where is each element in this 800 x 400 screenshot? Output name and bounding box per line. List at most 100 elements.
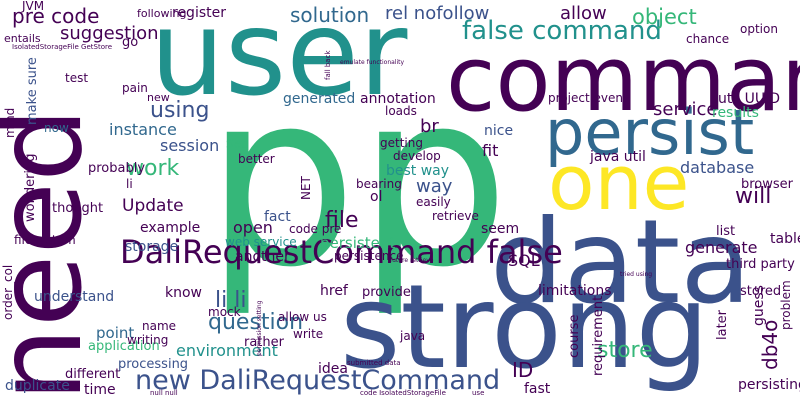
word-one: one [548, 138, 690, 227]
word-user: user [150, 0, 408, 122]
word-instance: instance [109, 120, 177, 139]
word-rather: rather [244, 335, 284, 350]
word-href: href [320, 283, 348, 299]
word-chance: option [740, 22, 778, 36]
word-database: database [680, 158, 755, 177]
word-processing: processing [118, 357, 189, 372]
word-allow-us: allow us [278, 310, 327, 324]
word-retrieve: easily [416, 195, 451, 209]
word-submitted-data: tried using [620, 271, 653, 278]
word-know: know [165, 285, 202, 301]
word-way: way [416, 176, 453, 197]
word-example: example [140, 220, 201, 236]
word-application: application [88, 339, 160, 354]
word-code-isolatedstoragefile: permission setting [256, 300, 263, 356]
word-future-retrieve: null null [150, 389, 178, 397]
word-another: another [235, 249, 290, 265]
word-util-uuid: util UUID [718, 91, 780, 107]
word-sql: table [770, 231, 800, 247]
word-wondering: thought [52, 201, 104, 216]
word-table: third party [726, 257, 795, 272]
word-idea: idea [318, 361, 348, 377]
word-suggestion: suggestion [60, 23, 159, 44]
word-ol: stored [740, 284, 782, 299]
word-fall-back: emulate functionality [340, 59, 405, 66]
word-db4o: SQL [508, 251, 540, 270]
word-question: question [208, 310, 304, 335]
word-seem: fact [264, 209, 291, 225]
word-generate: generate [685, 238, 758, 257]
word-fit: fit [482, 141, 499, 160]
word-make-sure: mind [3, 107, 17, 138]
word-point: point [96, 324, 135, 342]
word-loads: getting [380, 136, 423, 150]
word-easily: better [238, 152, 275, 166]
word-tried-using: fall back [324, 50, 332, 80]
word-nice: nice [484, 123, 514, 139]
word-allow: allow [560, 3, 607, 24]
word-persistence: NET [299, 176, 313, 200]
word-different: different [65, 367, 121, 382]
word-jvm: following [137, 7, 187, 20]
word-entails: JVM [22, 0, 45, 13]
word-now: make sure [25, 57, 40, 125]
word-storage: storage [125, 239, 179, 255]
word-use: go [122, 35, 139, 50]
word-emulate-functionality: IsolatedStorageFile GetStore [12, 43, 113, 51]
word-annotation: annotation [360, 91, 436, 107]
word-session: session [160, 136, 220, 155]
word-li: probably [88, 161, 146, 176]
word-store: store [597, 338, 653, 363]
word-web-service: web service [225, 235, 297, 249]
word-mind: test [65, 71, 89, 85]
word-fact: code pre [289, 222, 342, 236]
word-better: Set [226, 137, 246, 151]
word-using: using [150, 98, 210, 123]
word-set: filesystem [14, 233, 76, 247]
word-option: loads [385, 104, 417, 118]
word-understand: understand [34, 289, 115, 305]
word-java-util: java util [590, 149, 646, 165]
word-need: need [0, 107, 108, 400]
word-go: ol [370, 189, 383, 205]
word-environment: environment [176, 341, 278, 360]
word-null-null: submitted data [347, 359, 401, 367]
word-solution: solution [290, 3, 370, 27]
word-data: data [490, 195, 752, 330]
word-strong: strong [340, 260, 710, 395]
word-id: ID [512, 358, 534, 382]
word-service: service [653, 99, 718, 120]
word-permission-setting: future retrieve [390, 257, 434, 264]
word-persist: persist [545, 96, 755, 169]
word-name: mock [208, 305, 241, 319]
word-time: time [84, 382, 116, 398]
word-java: name [142, 319, 177, 333]
word-persisting: course [567, 314, 582, 358]
word-stored: writing [127, 333, 169, 347]
word-limitations: fast [524, 381, 551, 397]
word-file: file [325, 208, 359, 233]
word-li-li: li li [215, 288, 247, 313]
word-update: Update [122, 196, 184, 216]
word-false-command: false command [462, 16, 662, 46]
word-following: register [172, 5, 226, 21]
word-work: work [126, 156, 180, 181]
word-guess: db4o [758, 319, 782, 370]
word-dalirequestcommand-false: DaliRequestCommand false [120, 233, 563, 271]
word-later: limitations [538, 283, 612, 299]
word-mock: new [147, 91, 170, 104]
word-open: open [233, 218, 273, 237]
word-develop: bearing [356, 177, 402, 191]
word-will: will [735, 184, 772, 209]
word-write: write [293, 327, 324, 341]
word-list: seem [481, 221, 520, 237]
word-pp: pp [205, 40, 510, 320]
word-getting: develop [393, 149, 441, 163]
word-filesystem: order_col [1, 264, 15, 320]
word-pre-code: pre code [12, 4, 100, 28]
word-mock-service: code IsolatedStorageFile [360, 389, 446, 397]
word-course: requirement [591, 295, 606, 376]
word-duplicate: duplicate [5, 378, 70, 394]
word-probably: now [44, 121, 69, 135]
